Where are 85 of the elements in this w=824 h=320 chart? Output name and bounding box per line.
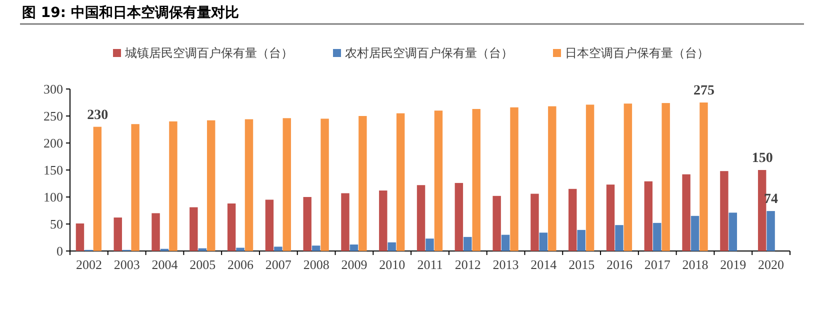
x-tick-label: 2008 [303, 257, 330, 272]
x-tick-label: 2007 [265, 257, 292, 272]
legend-label: 城镇居民空调百户保有量（台） [124, 46, 293, 60]
bar [379, 190, 388, 251]
y-tick-label: 50 [50, 216, 63, 232]
x-tick-label: 2018 [682, 257, 708, 272]
x-tick-label: 2010 [379, 257, 406, 272]
bar [244, 119, 254, 251]
bar [426, 238, 434, 251]
bar [93, 126, 102, 251]
bar [606, 184, 615, 251]
data-label: 230 [87, 108, 108, 123]
x-tick-label: 2005 [190, 257, 216, 272]
bar [312, 246, 320, 251]
bar [568, 188, 577, 251]
bar [690, 216, 700, 251]
bar [358, 116, 367, 251]
bar [644, 181, 653, 251]
bar [76, 223, 84, 251]
legend-label: 日本空调百户保有量（台） [565, 46, 709, 60]
bar [539, 232, 548, 251]
bar [472, 108, 480, 251]
bar [265, 200, 274, 251]
bar [416, 185, 426, 251]
bar [682, 174, 690, 251]
y-tick-label: 300 [44, 82, 63, 96]
bar [530, 194, 539, 251]
bar [615, 225, 624, 251]
bar [341, 193, 350, 251]
bar [624, 104, 632, 251]
bar [653, 222, 662, 251]
bar [190, 207, 198, 251]
x-tick-label: 2015 [568, 257, 595, 272]
x-tick-label: 2004 [152, 257, 178, 272]
x-tick-label: 2013 [492, 257, 519, 272]
x-tick-label: 2003 [114, 257, 140, 272]
x-tick-label: 2011 [417, 257, 443, 272]
bar [766, 211, 775, 251]
bar [434, 110, 443, 251]
bar [700, 102, 708, 251]
x-tick-label: 2012 [454, 257, 481, 272]
bar [274, 246, 282, 251]
bar [510, 107, 518, 251]
bar [454, 182, 464, 251]
bar [320, 118, 329, 251]
bar [227, 203, 236, 251]
x-tick-label: 2016 [606, 257, 633, 272]
y-tick-label: 150 [44, 162, 63, 178]
x-tick-label: 2006 [228, 257, 254, 272]
bar [303, 197, 312, 251]
bar [662, 103, 670, 251]
legend-label: 农村居民空调百户保有量（台） [345, 46, 513, 60]
y-tick-label: 200 [44, 136, 63, 150]
x-tick-label: 2019 [720, 257, 746, 272]
bar [282, 118, 291, 251]
bar [169, 121, 178, 251]
bar [131, 124, 140, 251]
x-tick-label: 2020 [758, 257, 784, 272]
x-tick-label: 2014 [530, 257, 558, 272]
y-tick-label: 0 [56, 244, 63, 258]
bar [464, 236, 472, 251]
bar [728, 212, 738, 251]
x-tick-label: 2009 [341, 257, 368, 272]
data-label: 275 [693, 84, 714, 98]
x-tick-label: 2002 [76, 257, 102, 272]
bar [720, 171, 728, 251]
chart-title: 图 19: 中国和日本空调保有量对比 [22, 4, 239, 21]
bar [198, 248, 206, 251]
bar [577, 230, 586, 251]
bar [114, 218, 122, 251]
bar [236, 248, 244, 251]
bar [388, 242, 396, 251]
data-label: 150 [752, 151, 773, 166]
bar [206, 120, 216, 251]
bar [492, 196, 501, 251]
bar [586, 104, 594, 251]
bar [152, 213, 160, 251]
y-tick-label: 100 [44, 190, 63, 204]
bar [396, 113, 405, 251]
y-tick-label: 250 [44, 108, 63, 124]
bar [548, 106, 556, 251]
x-tick-label: 2017 [644, 257, 671, 272]
bar [350, 244, 358, 251]
bar [501, 234, 510, 251]
bar [758, 170, 766, 251]
